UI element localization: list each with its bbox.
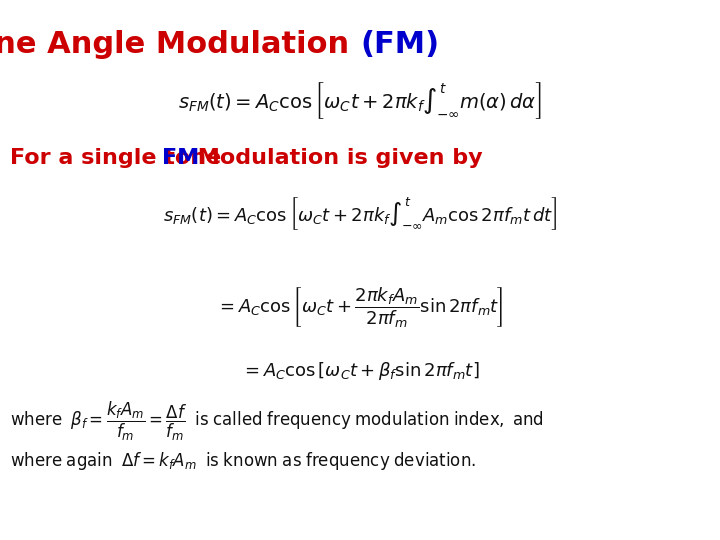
Text: $= A_C \cos\left[\omega_C t + \beta_f \sin 2\pi f_m t\right]$: $= A_C \cos\left[\omega_C t + \beta_f \s… xyxy=(240,360,480,382)
Text: $\mathrm{where}\;\; \beta_f = \dfrac{k_f A_m}{f_m} = \dfrac{\Delta f}{f_m} \;\;\: $\mathrm{where}\;\; \beta_f = \dfrac{k_f… xyxy=(10,400,544,443)
Text: For a single tone: For a single tone xyxy=(10,148,229,168)
Text: $s_{FM}(t) = A_C \cos\left[\omega_C t + 2\pi k_f \int_{-\infty}^{t} m(\alpha)\, : $s_{FM}(t) = A_C \cos\left[\omega_C t + … xyxy=(178,80,542,121)
Text: FM: FM xyxy=(162,148,199,168)
Text: $\mathrm{where\; again}\;\; \Delta f = k_f A_m \;\;\mathrm{is\; known\; as\; fre: $\mathrm{where\; again}\;\; \Delta f = k… xyxy=(10,450,476,472)
Text: Single Tone Angle Modulation: Single Tone Angle Modulation xyxy=(0,30,360,59)
Text: $s_{FM}(t) = A_C \cos\left[\omega_C t + 2\pi k_f \int_{-\infty}^{t} A_m \cos 2\p: $s_{FM}(t) = A_C \cos\left[\omega_C t + … xyxy=(163,195,557,232)
Text: $= A_C \cos\left[\omega_C t + \dfrac{2\pi k_f A_m}{2\pi f_m} \sin 2\pi f_m t\rig: $= A_C \cos\left[\omega_C t + \dfrac{2\p… xyxy=(216,285,504,329)
Text: Modulation is given by: Modulation is given by xyxy=(190,148,482,168)
Text: (FM): (FM) xyxy=(360,30,439,59)
